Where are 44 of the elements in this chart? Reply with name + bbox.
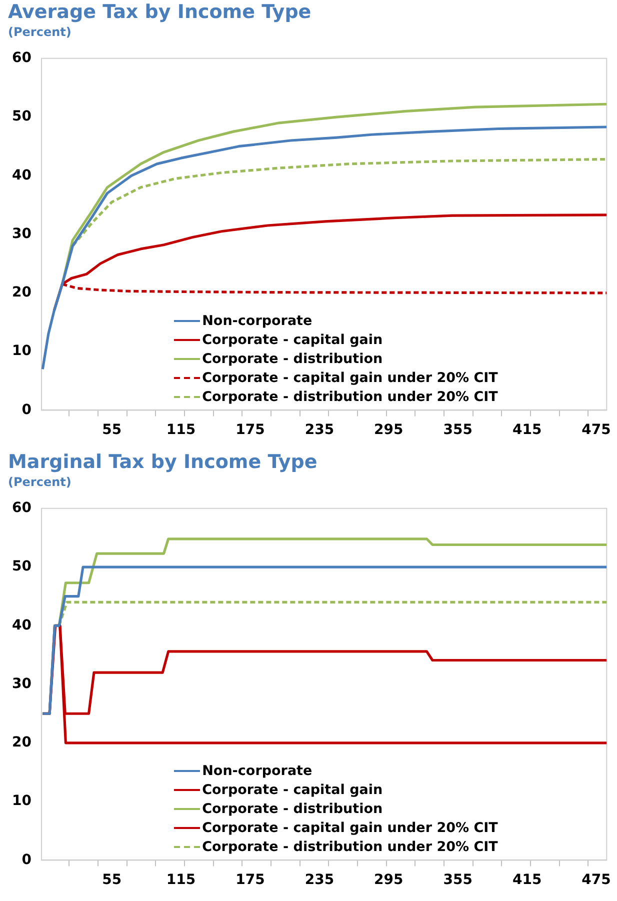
x-tick-label: 355 <box>443 422 472 438</box>
y-tick-label: 10 <box>12 793 32 810</box>
legend-label: Corporate - capital gain <box>202 782 383 798</box>
y-tick-label: 30 <box>12 676 32 692</box>
legend-label: Non-corporate <box>202 312 312 329</box>
x-tick-label: 235 <box>304 872 334 888</box>
x-tick-label: 295 <box>374 872 404 888</box>
y-tick-label: 0 <box>22 852 32 868</box>
legend-label: Corporate - capital gain under 20% CIT <box>202 820 498 836</box>
x-tick-label: 115 <box>166 872 196 888</box>
y-tick-label: 0 <box>22 402 32 418</box>
y-tick-label: 50 <box>12 558 32 575</box>
y-tick-label: 40 <box>12 617 32 634</box>
y-tick-label: 30 <box>12 226 32 242</box>
x-tick-label: 475 <box>582 422 611 438</box>
chart-title: Marginal Tax by Income Type <box>7 450 318 474</box>
chart-subtitle: (Percent) <box>7 24 72 40</box>
y-tick-label: 40 <box>12 167 32 184</box>
legend-label: Corporate - distribution <box>202 350 383 367</box>
x-tick-label: 55 <box>102 872 122 888</box>
x-tick-label: 175 <box>236 872 265 888</box>
legend-label: Corporate - distribution under 20% CIT <box>202 838 498 855</box>
y-tick-label: 60 <box>12 500 32 516</box>
x-tick-label: 235 <box>304 422 334 438</box>
chart-title: Average Tax by Income Type <box>7 0 312 24</box>
x-tick-label: 475 <box>582 872 611 888</box>
x-tick-label: 55 <box>102 422 122 438</box>
y-tick-label: 20 <box>12 284 32 301</box>
x-tick-label: 175 <box>236 422 265 438</box>
legend-label: Corporate - distribution under 20% CIT <box>202 388 498 405</box>
y-tick-label: 20 <box>12 734 32 751</box>
legend-label: Non-corporate <box>202 762 312 779</box>
y-tick-label: 10 <box>12 343 32 360</box>
chart-subtitle: (Percent) <box>7 474 72 490</box>
legend-label: Corporate - capital gain <box>202 332 383 348</box>
y-tick-label: 50 <box>12 108 32 125</box>
x-tick-label: 415 <box>512 422 542 438</box>
legend-label: Corporate - capital gain under 20% CIT <box>202 370 498 386</box>
x-tick-label: 295 <box>374 422 404 438</box>
legend-label: Corporate - distribution <box>202 800 383 817</box>
x-tick-label: 355 <box>443 872 472 888</box>
y-tick-label: 60 <box>12 50 32 66</box>
x-tick-label: 415 <box>512 872 542 888</box>
x-tick-label: 115 <box>166 422 196 438</box>
